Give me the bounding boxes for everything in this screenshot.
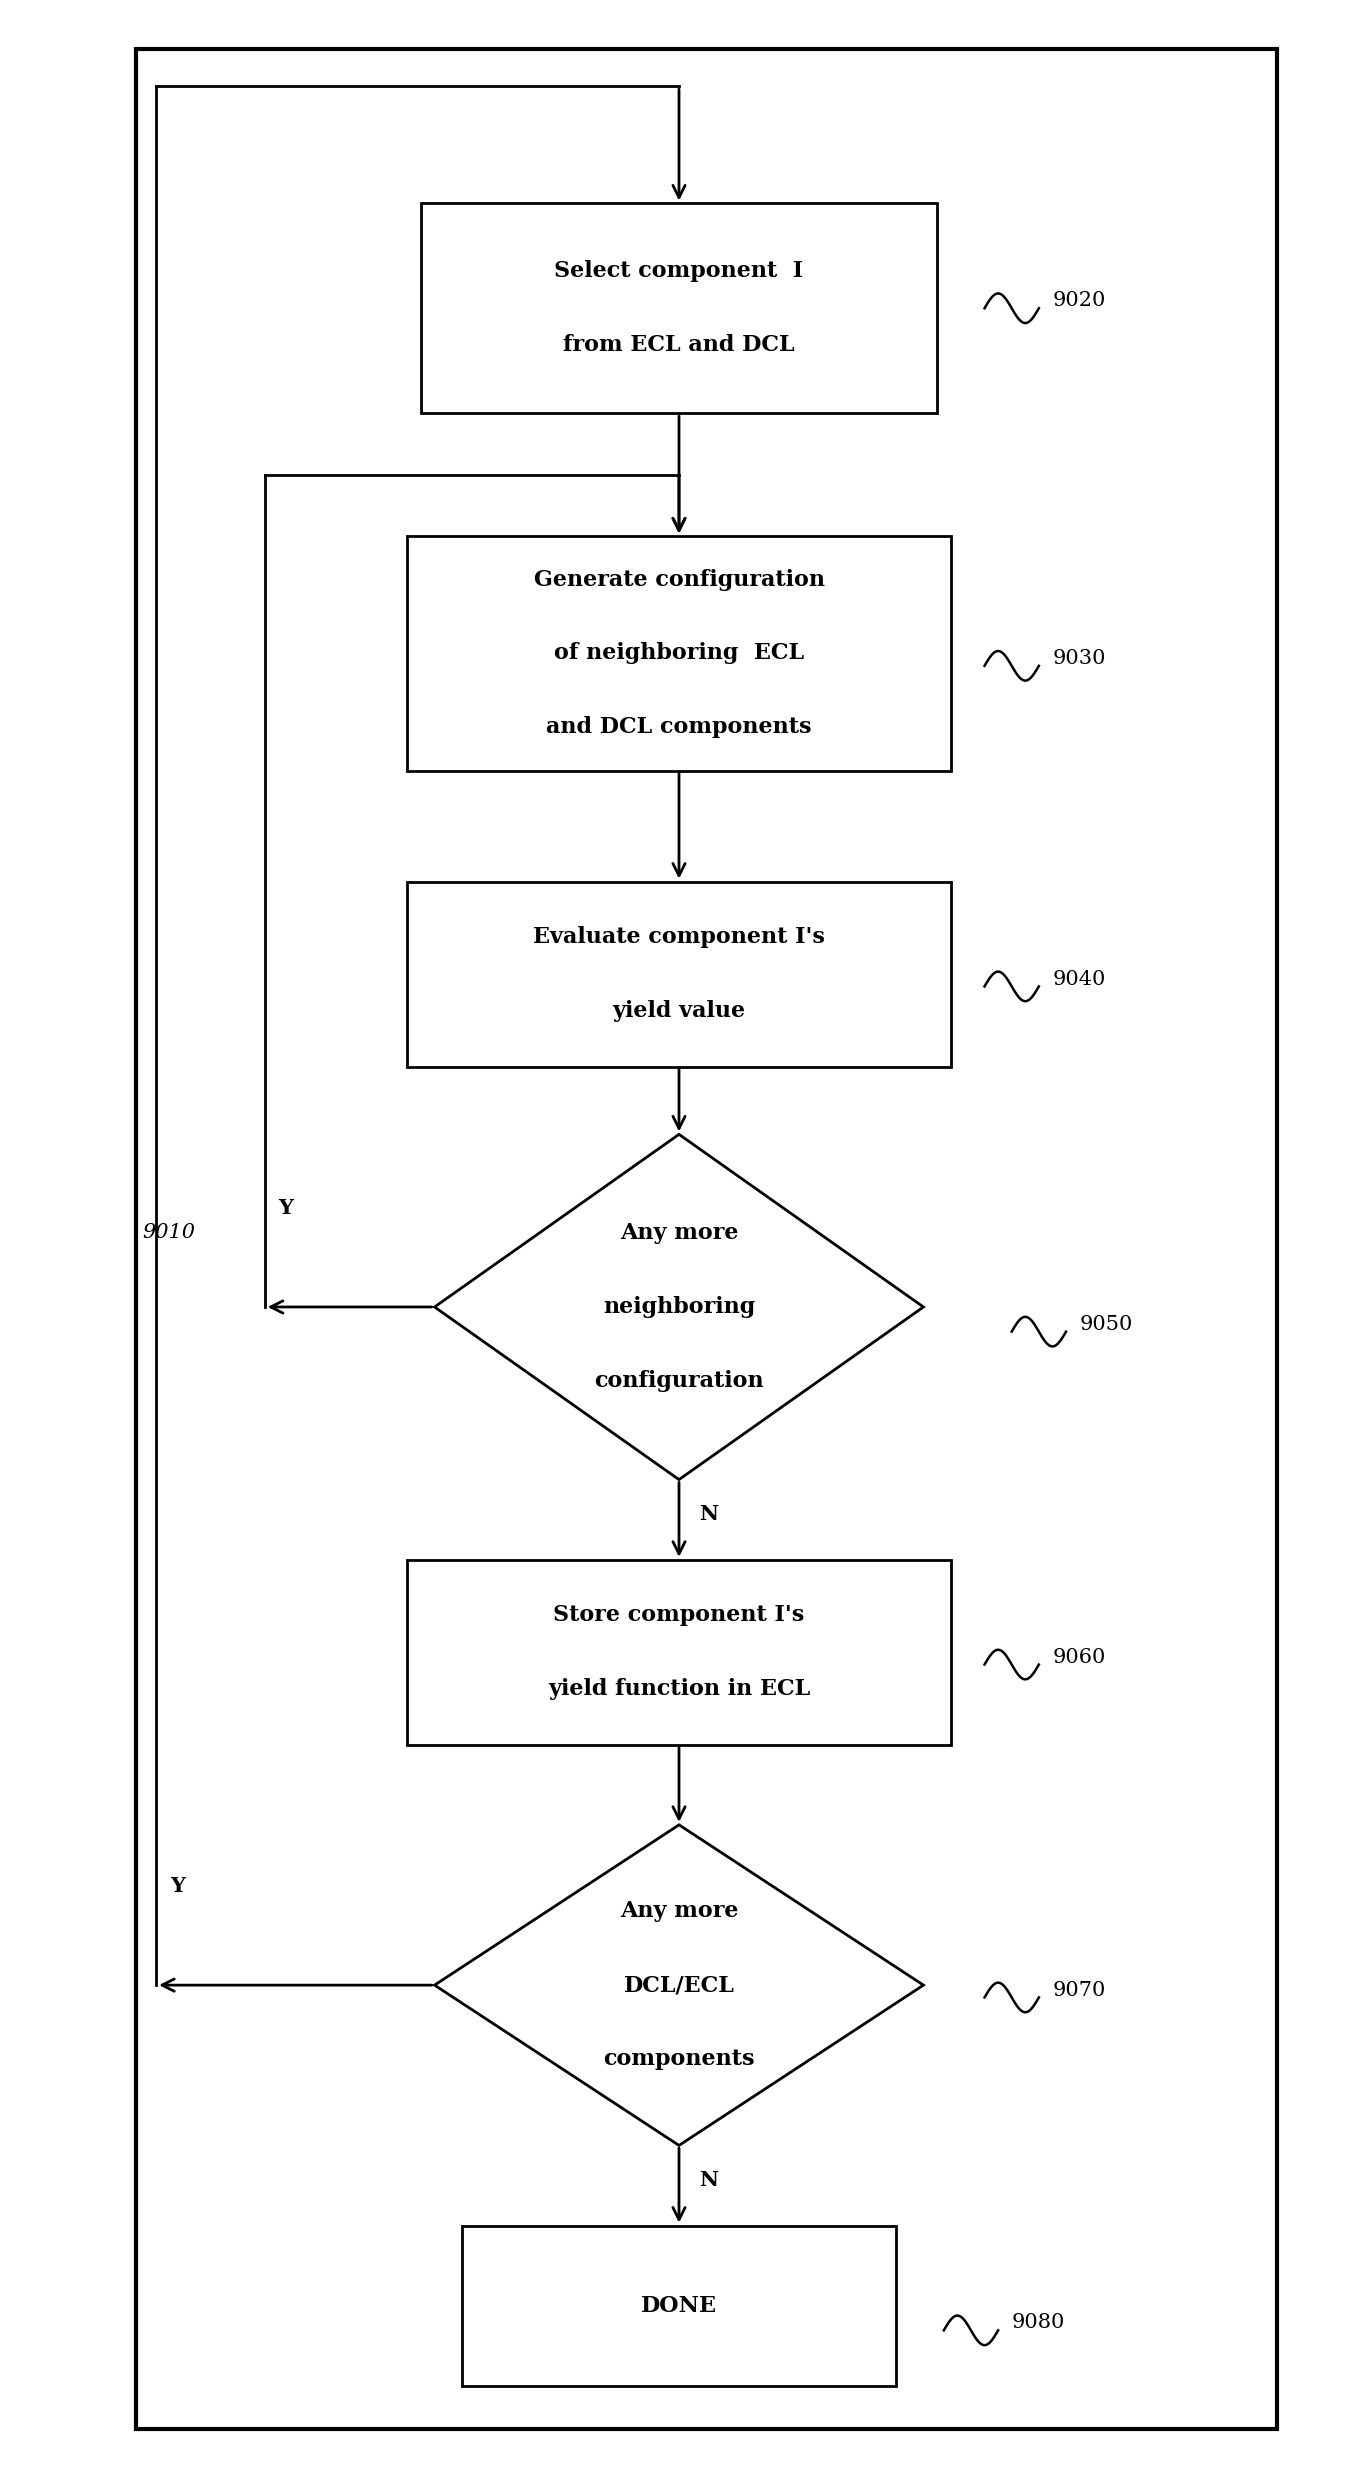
Text: Evaluate component I's: Evaluate component I's <box>534 927 824 947</box>
Text: DCL/ECL: DCL/ECL <box>623 1975 735 1995</box>
Text: and DCL components: and DCL components <box>546 718 812 737</box>
Text: 9070: 9070 <box>1052 1980 1105 2000</box>
Text: from ECL and DCL: from ECL and DCL <box>564 335 794 355</box>
Polygon shape <box>435 1134 923 1480</box>
FancyBboxPatch shape <box>407 1559 951 1746</box>
Text: configuration: configuration <box>595 1371 763 1391</box>
Text: Any more: Any more <box>619 1223 739 1243</box>
Text: of neighboring  ECL: of neighboring ECL <box>554 644 804 663</box>
Text: 9010: 9010 <box>143 1223 196 1243</box>
Text: neighboring: neighboring <box>603 1297 755 1317</box>
Text: 9040: 9040 <box>1052 969 1105 989</box>
Text: Any more: Any more <box>619 1901 739 1921</box>
Text: Store component I's: Store component I's <box>553 1605 805 1625</box>
Text: 9050: 9050 <box>1080 1314 1133 1334</box>
Text: yield value: yield value <box>612 1001 746 1021</box>
Text: Y: Y <box>170 1877 185 1896</box>
Text: 9030: 9030 <box>1052 649 1105 668</box>
Text: 9020: 9020 <box>1052 291 1105 311</box>
Text: 9060: 9060 <box>1052 1647 1105 1667</box>
Text: N: N <box>699 2170 718 2190</box>
FancyBboxPatch shape <box>421 205 937 412</box>
FancyBboxPatch shape <box>462 2224 896 2387</box>
Text: N: N <box>699 1504 718 1524</box>
Text: Y: Y <box>278 1198 293 1218</box>
FancyBboxPatch shape <box>407 883 951 1065</box>
FancyBboxPatch shape <box>407 538 951 769</box>
Text: components: components <box>603 2049 755 2069</box>
Text: 9080: 9080 <box>1012 2313 1065 2333</box>
Text: DONE: DONE <box>641 2296 717 2316</box>
Text: Generate configuration: Generate configuration <box>534 570 824 589</box>
Text: yield function in ECL: yield function in ECL <box>547 1679 811 1699</box>
Text: Select component  I: Select component I <box>554 261 804 281</box>
Polygon shape <box>435 1825 923 2145</box>
